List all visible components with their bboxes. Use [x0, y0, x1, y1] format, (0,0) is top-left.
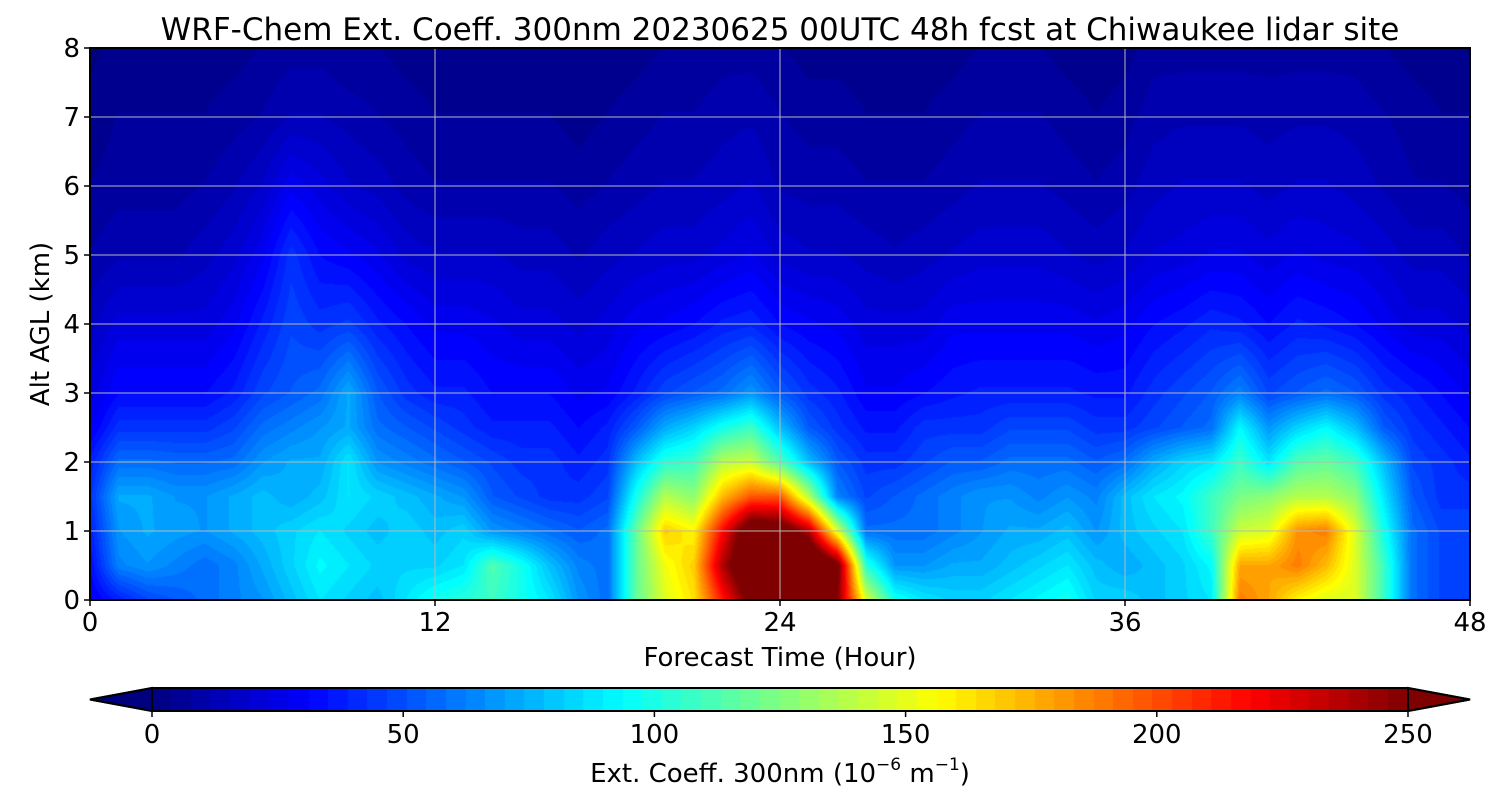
y-tick-label: 5 — [63, 241, 80, 271]
x-axis-label: Forecast Time (Hour) — [643, 643, 916, 673]
y-axis-label: Alt AGL (km) — [26, 242, 56, 406]
y-axis-ticks: 0 1 2 3 4 5 6 7 8 — [63, 34, 90, 616]
x-tick-label: 24 — [763, 608, 796, 638]
colorbar-extend-over — [1407, 686, 1471, 713]
colorbar-ticks: 0 50 100 150 200 250 — [144, 711, 1433, 750]
x-tick-label: 0 — [82, 608, 99, 638]
x-tick-label: 48 — [1453, 608, 1486, 638]
grid-lines — [90, 48, 1470, 600]
x-axis-ticks: 0 12 24 36 48 — [82, 600, 1487, 638]
x-tick-label: 12 — [418, 608, 451, 638]
colorbar: 0 50 100 150 200 250 Ext. Coeff. 300nm (10−6 … — [89, 686, 1471, 789]
y-tick-label: 2 — [63, 448, 80, 478]
chart-title: WRF-Chem Ext. Coeff. 300nm 20230625 00UT… — [161, 12, 1400, 48]
colorbar-gradient — [152, 688, 1408, 711]
y-tick-label: 8 — [63, 34, 80, 64]
colorbar-tick-label: 250 — [1383, 720, 1433, 750]
x-tick-label: 36 — [1108, 608, 1141, 638]
colorbar-tick-label: 0 — [144, 720, 161, 750]
y-tick-label: 1 — [63, 517, 80, 547]
y-tick-label: 0 — [63, 586, 80, 616]
colorbar-tick-label: 100 — [630, 720, 680, 750]
colorbar-tick-label: 200 — [1132, 720, 1182, 750]
colorbar-tick-label: 150 — [881, 720, 931, 750]
colorbar-label: Ext. Coeff. 300nm (10−6 m−1) — [590, 755, 970, 789]
y-tick-label: 6 — [63, 172, 80, 202]
colorbar-extend-under — [89, 686, 153, 713]
y-tick-label: 7 — [63, 103, 80, 133]
y-tick-label: 4 — [63, 310, 80, 340]
y-tick-label: 3 — [63, 379, 80, 409]
colorbar-tick-label: 50 — [387, 720, 420, 750]
